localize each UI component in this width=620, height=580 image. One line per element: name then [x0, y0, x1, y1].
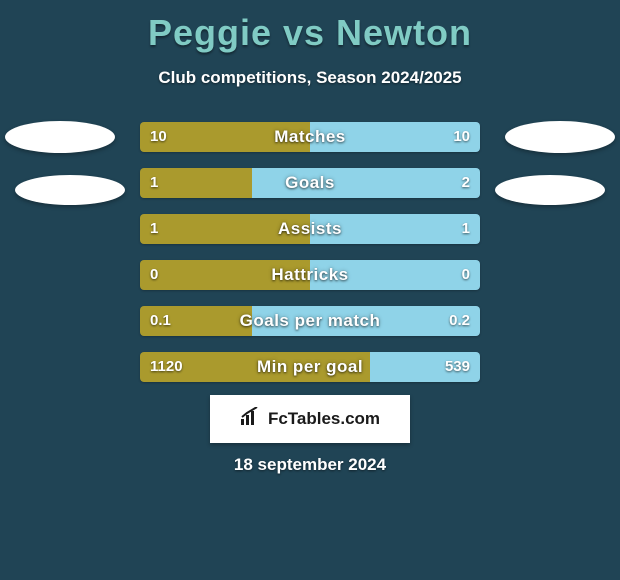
stat-label: Hattricks	[140, 260, 480, 290]
date-label: 18 september 2024	[0, 455, 620, 475]
stat-row: 00Hattricks	[140, 260, 480, 290]
page-title: Peggie vs Newton	[0, 0, 620, 54]
stat-label: Goals per match	[140, 306, 480, 336]
stat-label: Min per goal	[140, 352, 480, 382]
stat-row: 1010Matches	[140, 122, 480, 152]
stat-row: 11Assists	[140, 214, 480, 244]
brand-text: FcTables.com	[268, 409, 380, 429]
player-left-avatar-bottom	[15, 175, 125, 205]
stat-label: Goals	[140, 168, 480, 198]
stat-bars: 1010Matches 12Goals 11Assists 00Hattricks 0.…	[140, 122, 480, 398]
stat-row: 0.10.2Goals per match	[140, 306, 480, 336]
stat-row: 1120539Min per goal	[140, 352, 480, 382]
player-right-avatar-top	[505, 121, 615, 153]
subtitle: Club competitions, Season 2024/2025	[0, 68, 620, 88]
stat-label: Matches	[140, 122, 480, 152]
player-left-avatar-top	[5, 121, 115, 153]
brand-box: FcTables.com	[210, 395, 410, 443]
brand-chart-icon	[240, 407, 262, 432]
player-right-avatar-bottom	[495, 175, 605, 205]
stat-label: Assists	[140, 214, 480, 244]
stat-row: 12Goals	[140, 168, 480, 198]
